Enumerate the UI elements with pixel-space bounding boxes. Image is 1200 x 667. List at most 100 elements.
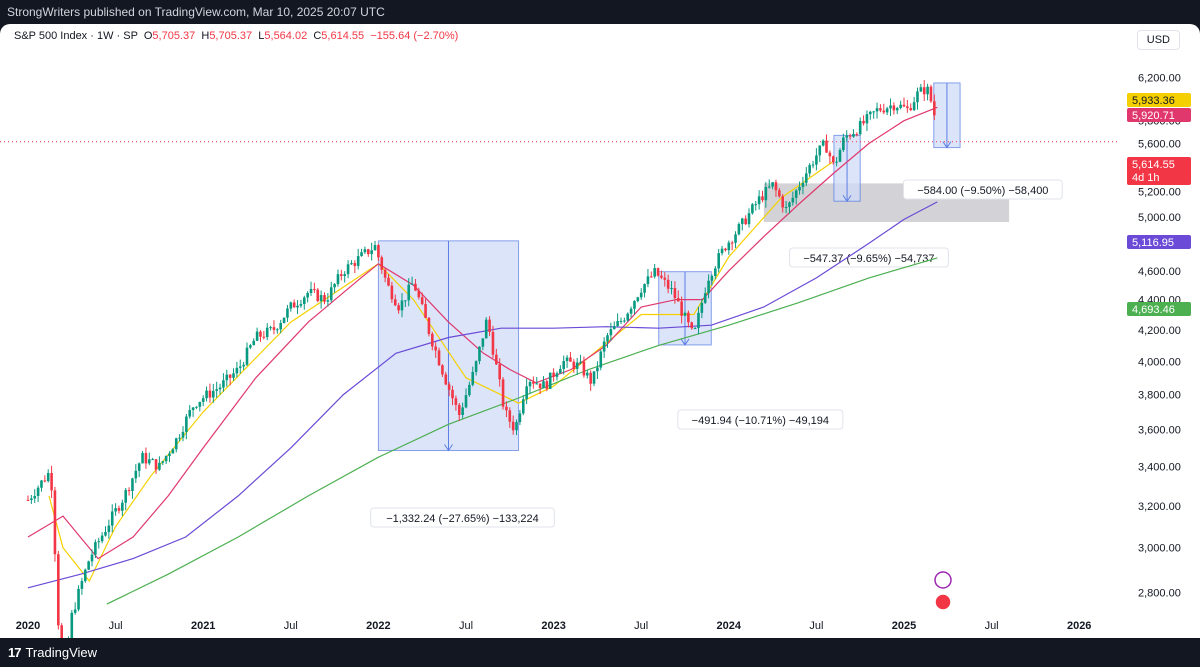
candle-body [831, 156, 835, 163]
y-tick-label: 3,800.00 [1138, 390, 1181, 402]
us-flag-event-icon[interactable] [934, 593, 952, 611]
candle-body [46, 473, 50, 482]
candle-body [454, 398, 458, 405]
candle-body [498, 364, 501, 380]
tradingview-mark-icon: 17 [8, 645, 22, 660]
candle-body [612, 326, 616, 330]
candle-body [457, 404, 461, 415]
price-label-value: 5,614.55 [1132, 159, 1175, 171]
price-label-badge [1127, 157, 1191, 185]
candle-body [821, 140, 825, 146]
candle-body [922, 87, 926, 95]
candle-body [373, 245, 377, 251]
candle-body [370, 250, 373, 255]
candle-body [774, 182, 778, 191]
candle-body [279, 322, 282, 330]
open-value: 5,705.37 [152, 30, 196, 42]
y-tick-label: 4,200.00 [1138, 325, 1181, 337]
y-tick-label: 5,200.00 [1138, 186, 1181, 198]
candle-body [33, 495, 37, 499]
candle-body [569, 357, 572, 362]
chart-panel[interactable]: 2,800.00 3,000.00 3,200.00 3,400.00 3,600.00… [0, 24, 1200, 638]
candle-body [599, 351, 603, 368]
close-value: 5,614.55 [321, 30, 365, 42]
candle-body [191, 407, 195, 411]
candle-body [272, 327, 276, 330]
currency-button[interactable]: USD [1136, 30, 1180, 50]
candle-body [660, 275, 663, 278]
candle-body [77, 588, 80, 610]
candle-body [461, 407, 464, 415]
candle-body [673, 287, 677, 299]
candle-body [596, 367, 599, 372]
candle-body [714, 268, 717, 276]
candle-body [835, 161, 838, 163]
candle-body [562, 361, 566, 369]
candle-body [245, 347, 249, 365]
candle-body [548, 372, 552, 389]
candle-body [690, 322, 694, 329]
change-value: −155.64 (−2.70%) [370, 30, 459, 42]
y-tick-label: 3,200.00 [1138, 501, 1181, 513]
candle-body [83, 569, 87, 582]
price-chart[interactable]: 2,800.00 3,000.00 3,200.00 3,400.00 3,600.00… [0, 24, 1200, 638]
candle-body [926, 86, 929, 95]
candle-body [532, 382, 535, 384]
candle-body [491, 331, 495, 355]
candle-body [397, 305, 400, 311]
candle-body [767, 186, 771, 188]
candle-body [676, 298, 680, 302]
candle-body [215, 389, 218, 391]
candle-body [296, 305, 299, 308]
candle-body [825, 140, 828, 153]
candle-body [781, 196, 785, 208]
candle-body [57, 554, 60, 626]
candle-body [717, 253, 720, 269]
candle-body [919, 87, 923, 92]
y-tick-label: 6,200.00 [1138, 72, 1181, 84]
x-tick-label: Jul [109, 620, 123, 632]
measure-label-box [902, 179, 1063, 200]
price-label-badge [1127, 302, 1191, 316]
measure-arrow-head [680, 338, 690, 346]
candle-body [666, 279, 670, 289]
candle-body [865, 114, 869, 124]
candle-body [552, 372, 555, 377]
candle-body [670, 287, 673, 289]
x-tick-label: 2020 [16, 620, 40, 632]
candle-body [333, 284, 336, 288]
candle-body [535, 383, 539, 385]
candle-body [249, 345, 252, 348]
candle-body [710, 275, 714, 281]
symbol-label[interactable]: S&P 500 Index · 1W · SP [14, 30, 138, 42]
candle-body [724, 248, 727, 251]
candle-body [495, 354, 498, 365]
candle-body [501, 379, 505, 407]
measure-arrow-head [942, 141, 952, 149]
candle-body [171, 449, 175, 454]
measure-label: −491.94 (−10.71%) −49,194 [692, 415, 829, 427]
candle-body [100, 535, 104, 542]
lightning-event-icon[interactable] [934, 571, 952, 589]
candle-body [616, 321, 619, 327]
candle-body [407, 284, 411, 301]
high-value: 5,705.37 [209, 30, 253, 42]
candle-body [424, 304, 427, 318]
candle-body [36, 487, 40, 496]
candle-body [43, 480, 47, 482]
candle-body [282, 317, 286, 323]
candle-body [188, 410, 192, 417]
measure-label: −547.37 (−9.65%) −54,737 [803, 253, 934, 265]
candle-body [697, 312, 700, 329]
candle-body [363, 249, 367, 253]
tradingview-logo[interactable]: 17 TradingView [8, 645, 97, 660]
candle-body [326, 300, 330, 302]
candle-body [346, 264, 350, 275]
candle-body [912, 102, 916, 111]
footer-bar: 17 TradingView [0, 638, 1200, 667]
candle-body [636, 297, 640, 302]
candle-body [582, 361, 586, 376]
candle-body [730, 242, 734, 244]
candle-body [650, 276, 653, 278]
candle-body [521, 399, 525, 414]
